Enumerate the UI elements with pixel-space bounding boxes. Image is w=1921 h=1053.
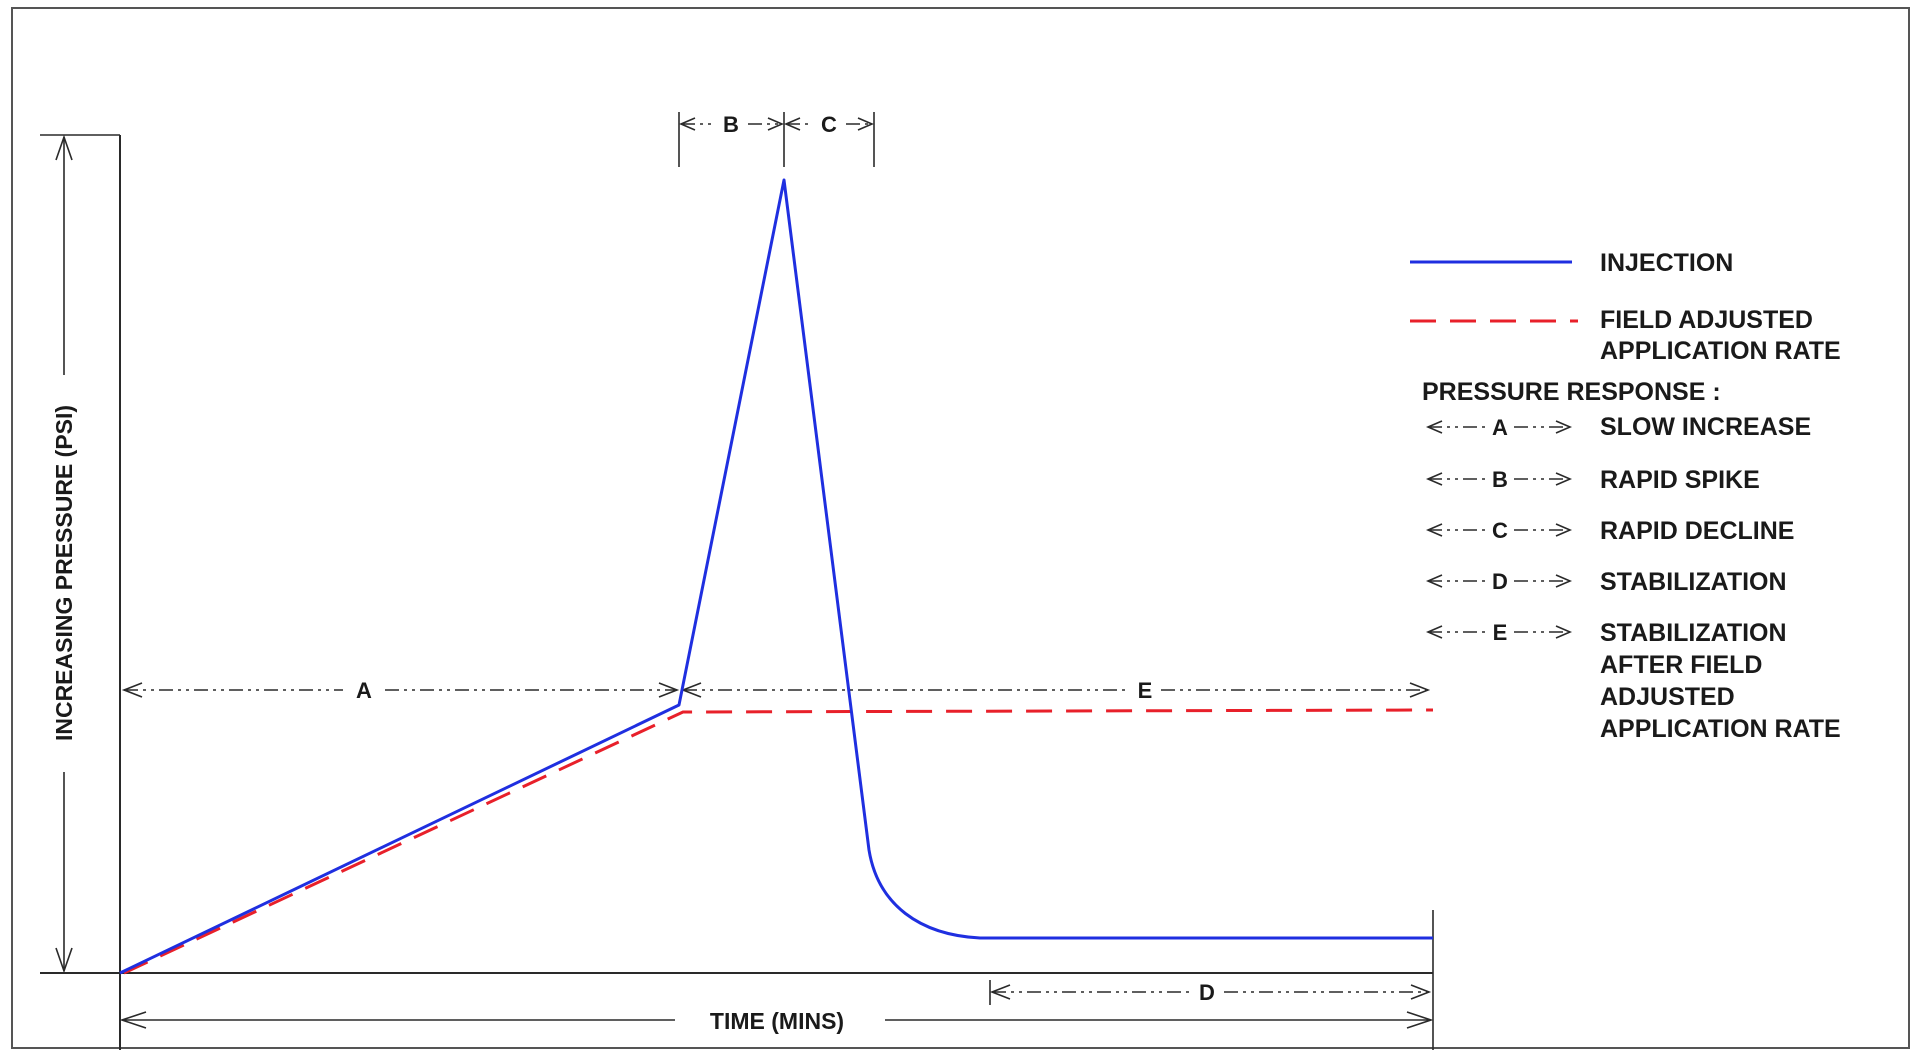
injection-pressure-curve [119,178,1433,975]
segment-b-dimension [678,117,785,131]
segment-a-dimension [121,682,680,698]
legend-item-e-label-line2: AFTER FIELD [1600,651,1763,679]
segment-e-dimension [680,682,1431,698]
legend-item-c-arrow [1425,523,1573,537]
legend-item-a-key: A [1492,415,1508,440]
legend-field-adjusted-label-line2: APPLICATION RATE [1600,337,1841,365]
x-axis-label: TIME (MINS) [710,1008,844,1034]
legend-item-b-arrow [1425,472,1573,486]
segment-c-label: C [821,112,837,137]
legend: INJECTION FIELD ADJUSTED APPLICATION RAT… [1410,249,1841,743]
legend-item-c-label: RAPID DECLINE [1600,517,1794,545]
segment-d-dimension [989,984,1432,1000]
legend-item-e-label-line4: APPLICATION RATE [1600,715,1841,743]
segment-d-label: D [1199,980,1215,1005]
legend-item-a-label: SLOW INCREASE [1600,413,1811,441]
legend-item-e-arrow [1425,625,1573,639]
legend-pressure-response-heading: PRESSURE RESPONSE : [1422,378,1721,406]
segment-b-label: B [723,112,739,137]
legend-item-a-arrow [1425,420,1573,434]
legend-field-adjusted-label-line1: FIELD ADJUSTED [1600,306,1813,334]
segment-a-label: A [356,678,372,703]
legend-injection-label: INJECTION [1600,249,1733,277]
figure-frame [11,7,1910,1049]
y-axis-dimension-arrow [55,134,73,974]
legend-item-d-arrow [1425,574,1573,588]
legend-item-d-label: STABILIZATION [1600,568,1787,596]
segment-c-dimension [783,117,875,131]
field-adjusted-rate-curve [123,708,1434,975]
legend-item-b-key: B [1492,467,1508,492]
legend-item-b-label: RAPID SPIKE [1600,466,1760,494]
legend-item-e-key: E [1493,620,1508,645]
x-axis-dimension-arrow [119,1011,1434,1029]
y-axis-label: INCREASING PRESSURE (PSI) [51,405,77,741]
legend-item-e-label-line3: ADJUSTED [1600,683,1735,711]
segment-e-label: E [1138,678,1153,703]
legend-item-d-key: D [1492,569,1508,594]
legend-item-c-key: C [1492,518,1508,543]
legend-item-e-label-line1: STABILIZATION [1600,619,1787,647]
